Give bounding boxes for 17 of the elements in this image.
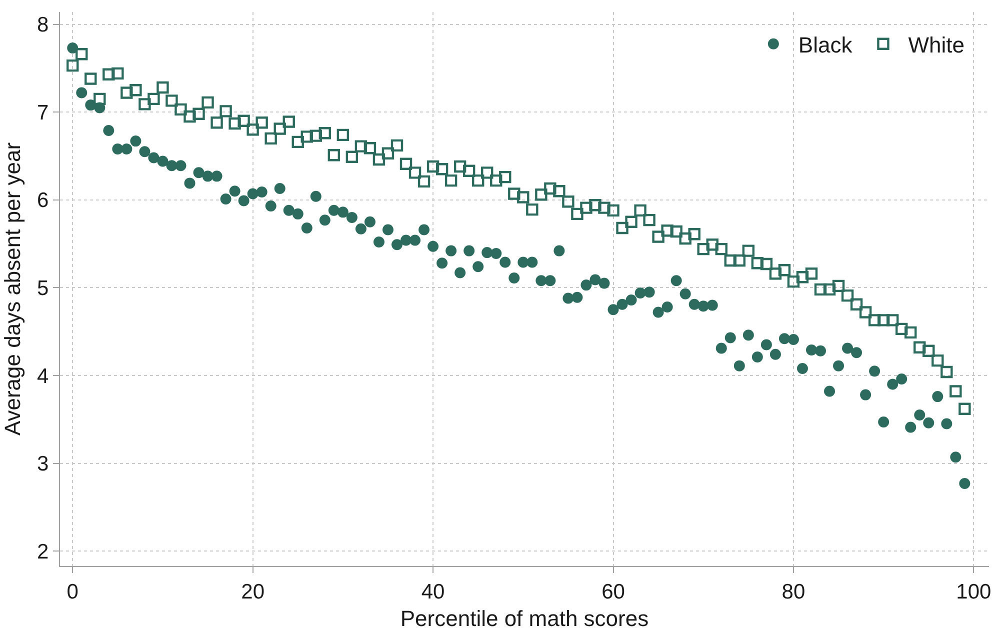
x-tick-label: 80 <box>782 580 806 604</box>
y-tick-label: 3 <box>37 452 49 476</box>
x-tick-label: 100 <box>956 580 992 604</box>
y-tick-label: 4 <box>37 364 50 388</box>
legend-label: Black <box>798 32 854 58</box>
x-tick-label: 40 <box>421 580 445 604</box>
x-axis-title: Percentile of math scores <box>400 606 649 632</box>
x-tick-label: 20 <box>241 580 265 604</box>
y-tick-label: 6 <box>37 189 49 212</box>
y-tick-label: 7 <box>37 101 49 124</box>
y-tick-label: 5 <box>37 277 49 300</box>
x-tick-label: 0 <box>66 580 78 604</box>
y-axis-title: Average days absent per year <box>0 142 25 436</box>
y-tick-label: 2 <box>37 540 49 564</box>
legend-label: White <box>908 32 964 58</box>
y-tick-label: 8 <box>37 14 49 37</box>
x-tick-label: 60 <box>602 580 625 604</box>
